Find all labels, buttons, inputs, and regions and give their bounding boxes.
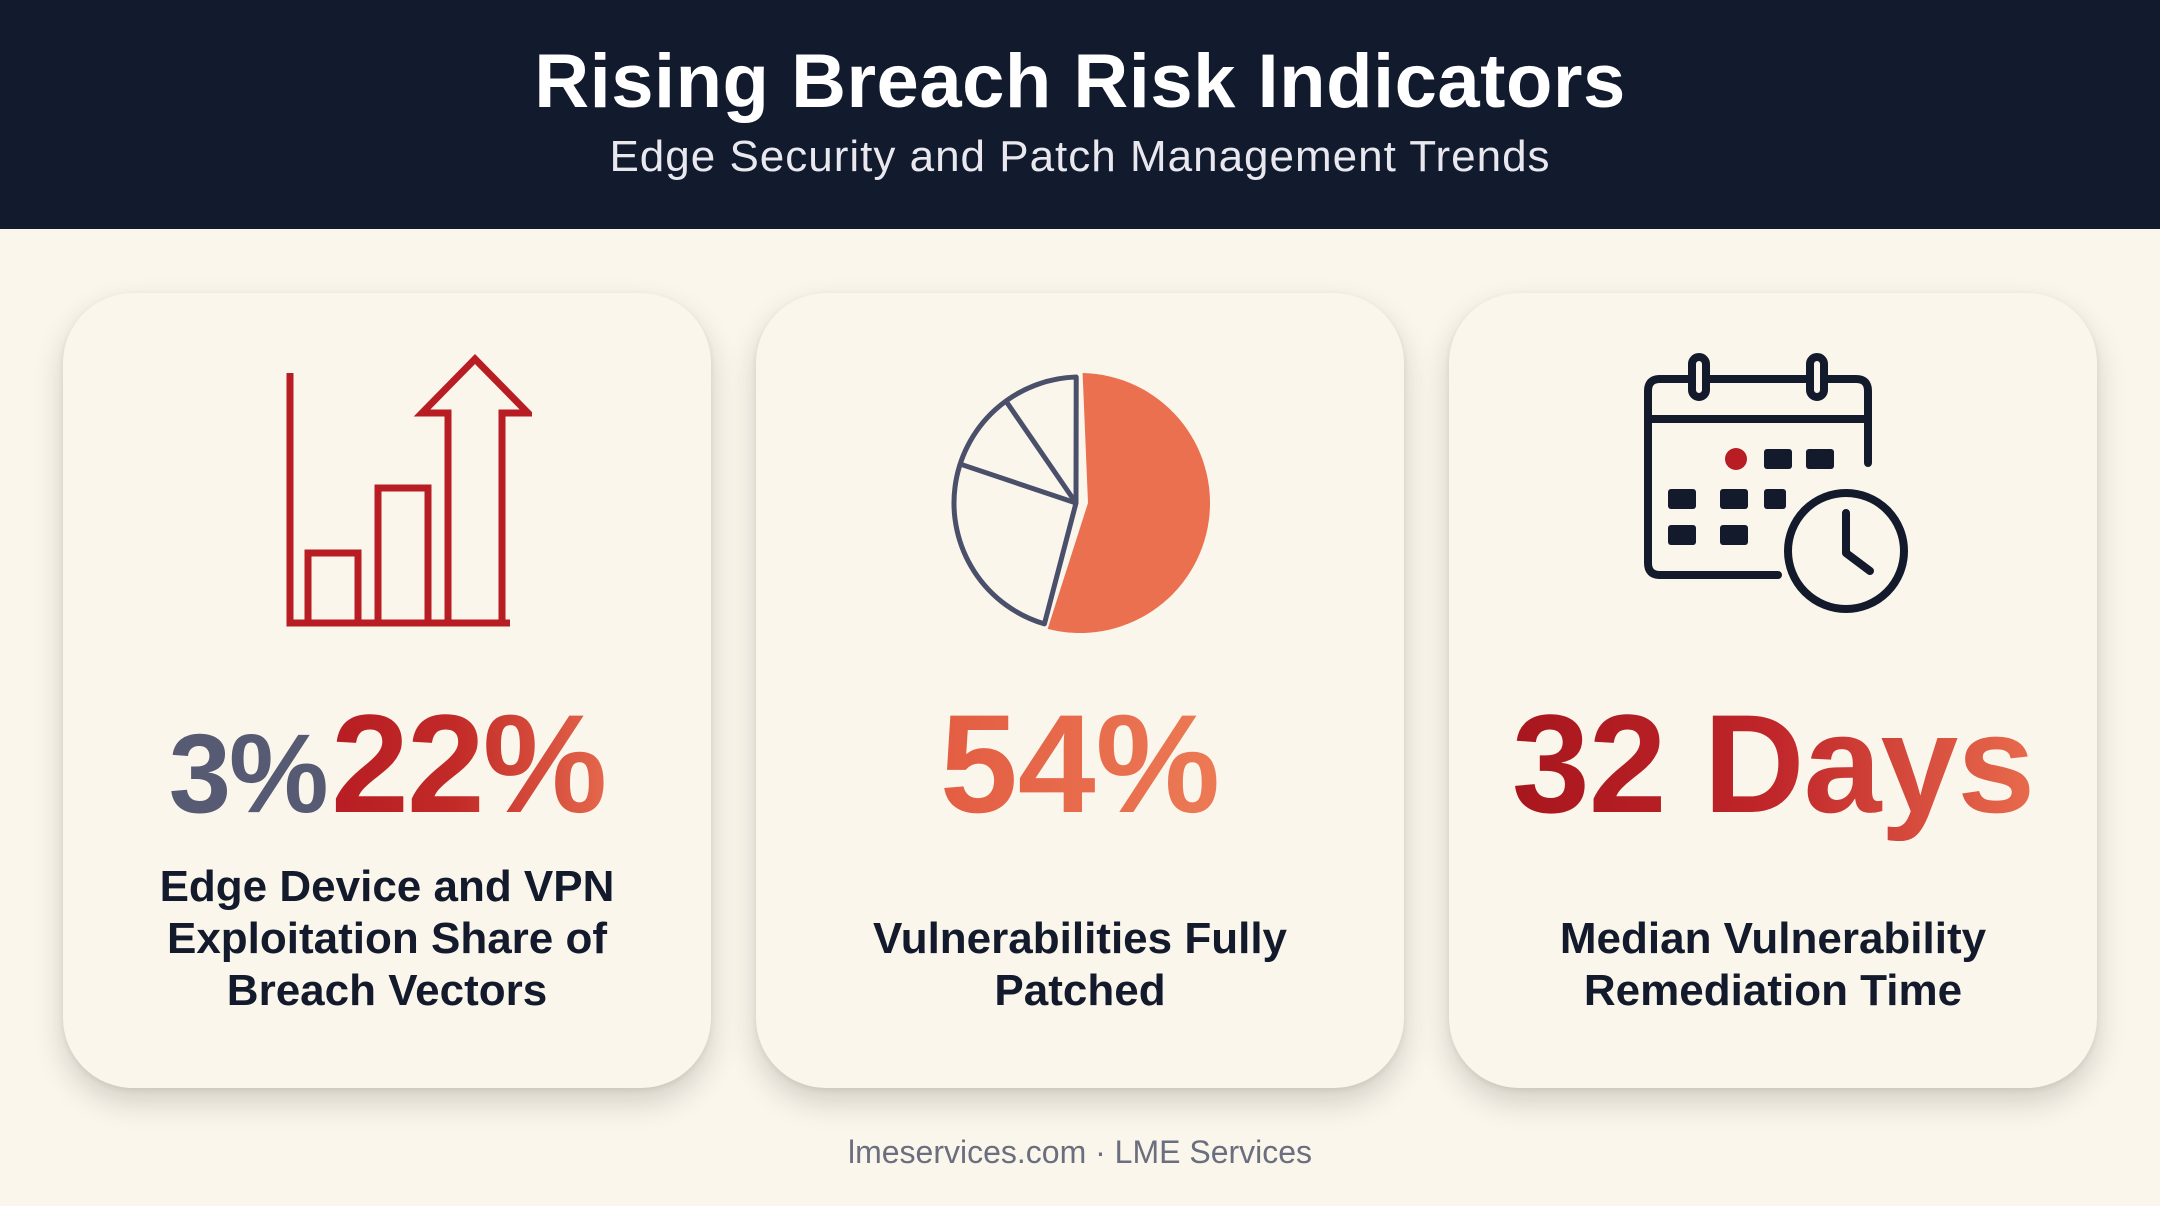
stat-from: 3% xyxy=(168,711,329,836)
stat-value: 32 Days xyxy=(1449,683,2097,845)
pie-slice-unpatched xyxy=(951,374,1079,627)
page-subtitle: Edge Security and Patch Management Trend… xyxy=(609,132,1551,181)
stat-to: 22% xyxy=(331,683,607,845)
pie-divider xyxy=(959,461,1077,506)
stat-days: 32 Days xyxy=(1512,683,2035,845)
calendar-clock-icon xyxy=(1449,353,2097,643)
stat-card-patched: 54% Vulnerabilities Fully Patched xyxy=(756,293,1404,1088)
stat-value-range: 3% 22% xyxy=(63,683,711,845)
stat-label: Vulnerabilities Fully Patched xyxy=(872,914,1288,1015)
stat-label: Edge Device and VPN Exploitation Share o… xyxy=(159,862,615,1015)
stat-card-edge-exploitation: 3% 22% Edge Device and VPN Exploitation … xyxy=(63,293,711,1088)
stat-card-remediation: 32 Days Median Vulnerability Remediation… xyxy=(1449,293,2097,1088)
stat-percent: 54% xyxy=(940,683,1220,845)
footer-credit: lmeservices.com · LME Services xyxy=(847,1134,1313,1170)
stat-label: Median Vulnerability Remediation Time xyxy=(1559,914,1987,1015)
bar-chart-arrow-icon xyxy=(63,353,711,643)
pie-slice-patched xyxy=(1047,373,1211,633)
pie-chart-icon xyxy=(756,353,1404,643)
stat-value: 54% xyxy=(756,683,1404,845)
header-banner: Rising Breach Risk Indicators Edge Secur… xyxy=(0,0,2160,229)
pie-divider xyxy=(1003,399,1079,505)
page-title: Rising Breach Risk Indicators xyxy=(534,39,1626,124)
